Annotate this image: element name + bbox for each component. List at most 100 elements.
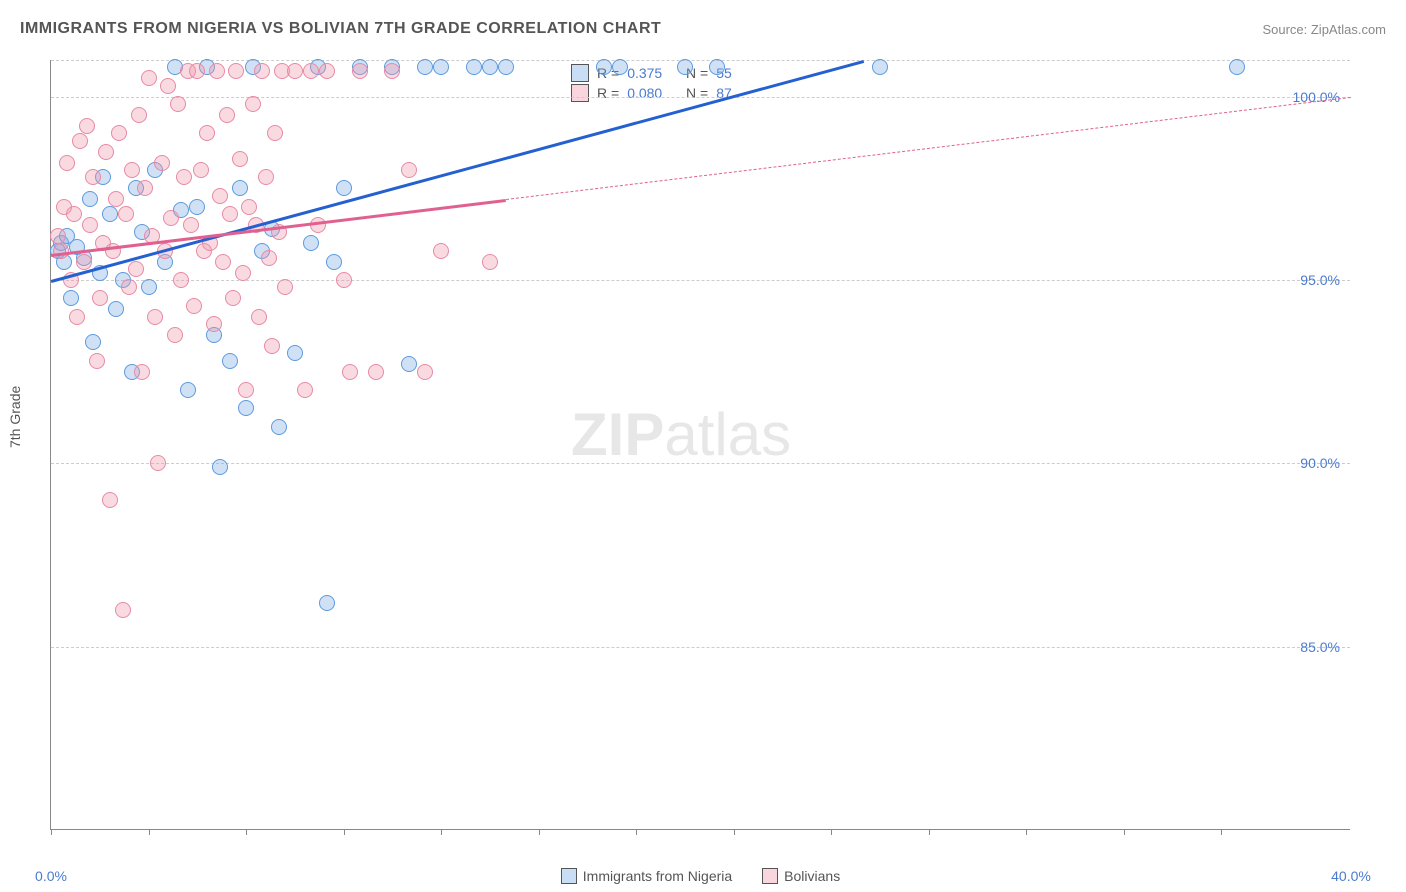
scatter-point-bolivians (222, 206, 238, 222)
r-value-bolivians: 0.080 (627, 85, 662, 101)
scatter-point-bolivians (59, 155, 75, 171)
legend-item-bolivians: Bolivians (762, 868, 840, 884)
scatter-point-bolivians (53, 243, 69, 259)
chart-title: IMMIGRANTS FROM NIGERIA VS BOLIVIAN 7TH … (20, 20, 661, 38)
scatter-point-bolivians (245, 96, 261, 112)
scatter-point-bolivians (92, 290, 108, 306)
x-tick (1124, 829, 1125, 835)
scatter-point-bolivians (209, 63, 225, 79)
x-tick (344, 829, 345, 835)
scatter-point-bolivians (89, 353, 105, 369)
scatter-point-nigeria (303, 235, 319, 251)
scatter-point-nigeria (709, 59, 725, 75)
scatter-point-nigeria (222, 353, 238, 369)
scatter-point-bolivians (199, 125, 215, 141)
scatter-point-nigeria (63, 290, 79, 306)
y-axis-label: 7th Grade (7, 386, 23, 448)
x-tick (539, 829, 540, 835)
scatter-point-bolivians (212, 188, 228, 204)
y-tick-label: 85.0% (1300, 639, 1340, 655)
y-tick-label: 90.0% (1300, 455, 1340, 471)
scatter-point-bolivians (401, 162, 417, 178)
x-tick (734, 829, 735, 835)
scatter-point-bolivians (170, 96, 186, 112)
plot-area: ZIPatlas R = 0.375 N = 55 R = 0.080 N = … (50, 60, 1350, 830)
legend-swatch-bolivians (571, 84, 589, 102)
scatter-point-bolivians (303, 63, 319, 79)
series-legend: Immigrants from Nigeria Bolivians (51, 868, 1350, 884)
x-tick (1221, 829, 1222, 835)
scatter-point-bolivians (238, 382, 254, 398)
legend-swatch-nigeria-icon (561, 868, 577, 884)
scatter-point-bolivians (154, 155, 170, 171)
scatter-point-bolivians (167, 327, 183, 343)
scatter-point-bolivians (384, 63, 400, 79)
scatter-point-bolivians (215, 254, 231, 270)
scatter-point-bolivians (219, 107, 235, 123)
scatter-point-nigeria (401, 356, 417, 372)
scatter-point-bolivians (189, 63, 205, 79)
scatter-point-bolivians (254, 63, 270, 79)
scatter-point-nigeria (232, 180, 248, 196)
scatter-point-nigeria (85, 334, 101, 350)
legend-item-nigeria: Immigrants from Nigeria (561, 868, 732, 884)
scatter-point-bolivians (85, 169, 101, 185)
x-tick (1026, 829, 1027, 835)
legend-swatch-nigeria (571, 64, 589, 82)
x-tick (441, 829, 442, 835)
x-tick (831, 829, 832, 835)
scatter-point-bolivians (173, 272, 189, 288)
scatter-point-bolivians (150, 455, 166, 471)
y-tick-label: 95.0% (1300, 272, 1340, 288)
scatter-point-bolivians (121, 279, 137, 295)
r-value-nigeria: 0.375 (627, 65, 662, 81)
scatter-point-nigeria (102, 206, 118, 222)
watermark-rest: atlas (664, 401, 791, 468)
scatter-point-nigeria (238, 400, 254, 416)
scatter-point-bolivians (319, 63, 335, 79)
scatter-point-nigeria (482, 59, 498, 75)
scatter-point-bolivians (352, 63, 368, 79)
legend-row-bolivians: R = 0.080 N = 87 (571, 84, 732, 102)
scatter-point-bolivians (186, 298, 202, 314)
scatter-point-bolivians (79, 118, 95, 134)
scatter-point-bolivians (72, 133, 88, 149)
scatter-point-bolivians (342, 364, 358, 380)
scatter-point-bolivians (225, 290, 241, 306)
scatter-point-nigeria (287, 345, 303, 361)
scatter-point-bolivians (134, 364, 150, 380)
r-prefix: R = (597, 85, 619, 101)
scatter-point-bolivians (235, 265, 251, 281)
scatter-point-bolivians (368, 364, 384, 380)
x-tick-label: 40.0% (1331, 868, 1371, 884)
scatter-point-bolivians (111, 125, 127, 141)
scatter-point-bolivians (102, 492, 118, 508)
scatter-point-bolivians (137, 180, 153, 196)
scatter-point-bolivians (336, 272, 352, 288)
source-label: Source: ZipAtlas.com (1262, 22, 1386, 37)
scatter-point-nigeria (326, 254, 342, 270)
scatter-point-bolivians (176, 169, 192, 185)
scatter-point-nigeria (271, 419, 287, 435)
scatter-point-nigeria (612, 59, 628, 75)
scatter-point-nigeria (417, 59, 433, 75)
scatter-point-bolivians (160, 78, 176, 94)
scatter-point-bolivians (277, 279, 293, 295)
scatter-point-nigeria (596, 59, 612, 75)
x-tick-label: 0.0% (35, 868, 67, 884)
scatter-point-bolivians (251, 309, 267, 325)
scatter-point-bolivians (193, 162, 209, 178)
scatter-point-bolivians (433, 243, 449, 259)
scatter-point-bolivians (76, 254, 92, 270)
gridline (51, 463, 1350, 464)
scatter-point-bolivians (264, 338, 280, 354)
scatter-point-bolivians (183, 217, 199, 233)
scatter-point-bolivians (147, 309, 163, 325)
scatter-point-bolivians (124, 162, 140, 178)
x-tick (246, 829, 247, 835)
x-tick (636, 829, 637, 835)
scatter-point-bolivians (69, 309, 85, 325)
watermark: ZIPatlas (571, 400, 791, 469)
scatter-point-nigeria (336, 180, 352, 196)
scatter-point-bolivians (310, 217, 326, 233)
